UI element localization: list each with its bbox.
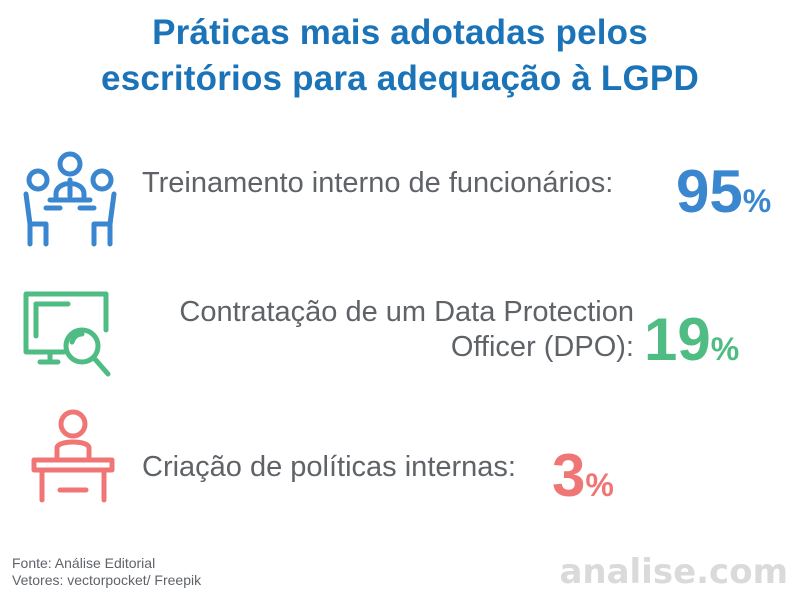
percent-number: 3 — [552, 442, 586, 509]
page-title: Práticas mais adotadas pelos escritórios… — [0, 10, 800, 102]
meeting-people-icon — [20, 150, 120, 250]
item-value-training: 95% — [676, 162, 771, 222]
speaker-podium-icon — [30, 408, 116, 504]
item-label-training: Treinamento interno de funcionários: — [142, 167, 614, 199]
item-value-policies: 3% — [552, 446, 614, 506]
footer-credits: Fonte: Análise Editorial Vetores: vector… — [12, 555, 201, 589]
percent-sign: % — [710, 331, 740, 367]
percent-number: 19 — [644, 306, 711, 373]
source-text: Fonte: Análise Editorial — [12, 555, 156, 571]
monitor-search-icon — [20, 290, 115, 382]
percent-sign: % — [585, 467, 614, 503]
percent-sign: % — [742, 183, 772, 219]
item-label-dpo: Contratação de um Data Protection Office… — [179, 296, 634, 363]
item-label-policies: Criação de políticas internas: — [142, 451, 516, 483]
percent-number: 95 — [676, 158, 743, 225]
brand-watermark: analise.com — [559, 552, 788, 592]
vectors-credit-text: Vetores: vectorpocket/ Freepik — [12, 572, 202, 588]
title-line-2: escritórios para adequação à LGPD — [101, 59, 699, 98]
title-line-1: Práticas mais adotadas pelos — [152, 13, 648, 52]
item-value-dpo: 19% — [644, 310, 739, 370]
